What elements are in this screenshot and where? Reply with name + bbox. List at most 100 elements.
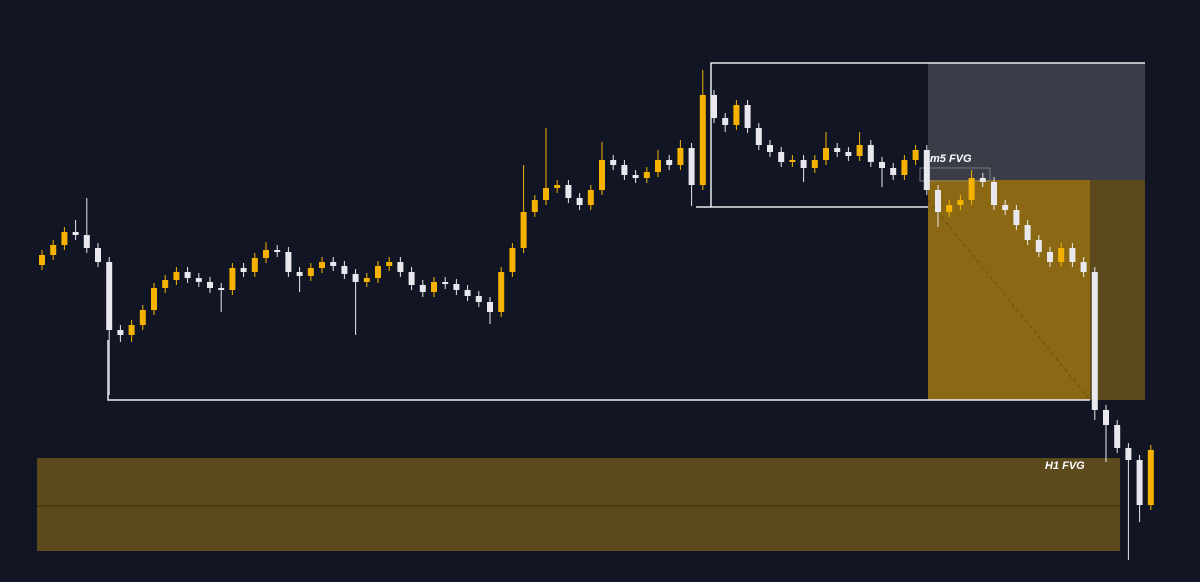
candle-body: [184, 272, 191, 278]
candle-body: [531, 200, 538, 212]
candle-body: [991, 182, 997, 205]
candle-body: [296, 272, 303, 276]
candle-body: [1147, 450, 1154, 505]
m5-fvg-box: [919, 167, 991, 182]
candle-body: [711, 95, 717, 118]
candle-body: [442, 282, 449, 284]
candle-body: [923, 150, 930, 190]
candle-body: [688, 148, 695, 185]
candle-body: [263, 250, 269, 258]
candle-body: [106, 262, 113, 330]
candle-body: [487, 302, 493, 312]
target-zone-ext: [1090, 180, 1145, 400]
candle-body: [733, 105, 740, 125]
candle-body: [811, 160, 818, 168]
candle-body: [352, 274, 359, 282]
candle-body: [1103, 410, 1109, 425]
candle-body: [464, 290, 471, 296]
candle-body: [632, 175, 639, 178]
candle-body: [218, 288, 225, 290]
candle-body: [879, 162, 885, 168]
candle-body: [789, 160, 796, 162]
candle-body: [453, 284, 460, 290]
candle-body: [901, 160, 908, 175]
candle-body: [151, 288, 157, 310]
candle-body: [251, 258, 258, 272]
candle-body: [1091, 272, 1098, 410]
annotation: m5 FVG: [930, 153, 972, 165]
candle-body: [520, 212, 527, 248]
candle-body: [72, 232, 79, 235]
candle-body: [610, 160, 617, 165]
candle-body: [285, 252, 292, 272]
candle-body: [699, 95, 706, 185]
candle-body: [543, 188, 549, 200]
candle-body: [890, 168, 897, 175]
candle-body: [419, 285, 426, 292]
candle-body: [957, 200, 964, 205]
candle-body: [968, 178, 975, 200]
candle-body: [912, 150, 919, 160]
candle-body: [867, 145, 874, 162]
candle-body: [128, 325, 135, 335]
candle-body: [856, 145, 863, 156]
candle-body: [117, 330, 124, 335]
candle-body: [946, 205, 953, 212]
candle-body: [39, 255, 45, 265]
candle-body: [621, 165, 628, 175]
candle-body: [162, 280, 169, 288]
range-top: [710, 62, 1145, 207]
candle-body: [274, 250, 281, 252]
candle-body: [643, 172, 650, 178]
candle-body: [498, 272, 505, 312]
candle-body: [935, 190, 941, 212]
candle-body: [229, 268, 236, 290]
candle-body: [475, 296, 482, 302]
candle-body: [1013, 210, 1020, 225]
candle-body: [800, 160, 807, 168]
candle-body: [408, 272, 415, 285]
candle-body: [1058, 248, 1065, 262]
candle-body: [655, 160, 661, 172]
diagonal: [927, 199, 1091, 401]
candle-body: [767, 145, 773, 152]
h1-fvg-zone: [37, 458, 1120, 551]
candle-body: [587, 190, 594, 205]
candle-body: [375, 266, 381, 278]
candle-body: [173, 272, 180, 280]
candle-body: [330, 262, 337, 266]
candle-body: [1114, 425, 1121, 448]
candle-body: [666, 160, 673, 165]
candle-body: [319, 262, 325, 268]
candle-body: [363, 278, 370, 282]
candle-body: [207, 282, 213, 288]
candle-body: [386, 262, 393, 266]
candle-body: [565, 185, 572, 198]
candle-body: [576, 198, 583, 205]
candle-body: [1024, 225, 1031, 240]
candle-body: [755, 128, 762, 145]
candle-body: [397, 262, 404, 272]
stop-zone: [928, 63, 1145, 180]
candle-body: [722, 118, 729, 125]
candles: [39, 70, 1154, 560]
candle-body: [431, 282, 437, 292]
candle-body: [1125, 448, 1132, 460]
candle-body: [509, 248, 516, 272]
candle-body: [1136, 460, 1143, 505]
candle-body: [61, 232, 68, 245]
candle-body: [979, 178, 986, 182]
target-zone: [928, 180, 1090, 400]
annotation: H1 FVG: [1045, 460, 1085, 472]
candle-body: [823, 148, 829, 160]
candle-body: [139, 310, 146, 325]
candle-body: [341, 266, 348, 274]
candle-body: [1080, 262, 1087, 272]
candle-body: [834, 148, 841, 152]
candle-body: [845, 152, 852, 156]
candle-body: [1047, 252, 1053, 262]
candle-body: [677, 148, 684, 165]
candle-body: [1002, 205, 1009, 210]
swing-low: [107, 340, 1090, 401]
